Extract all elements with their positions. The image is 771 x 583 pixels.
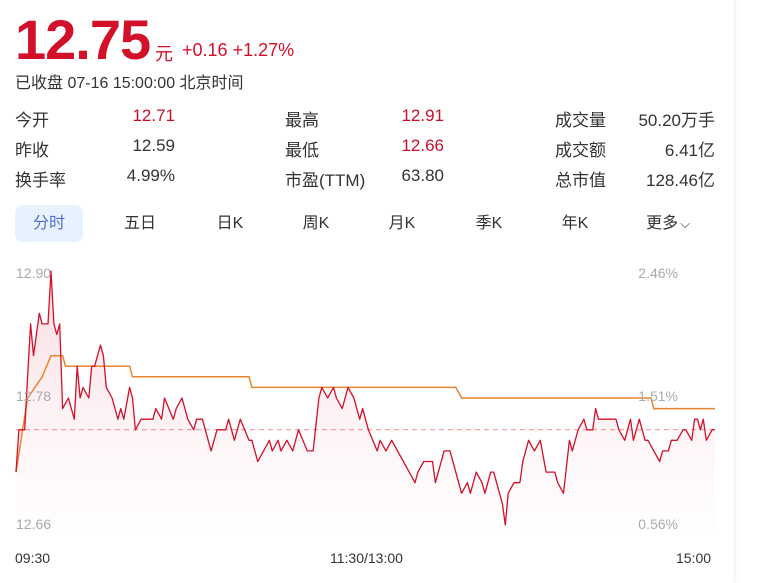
stat-value: 50.20万手 — [638, 111, 715, 130]
stat-label: 成交额 — [555, 141, 606, 160]
stat-label: 换手率 — [15, 171, 66, 190]
tab-7[interactable]: 更多 ⌵ — [633, 205, 703, 242]
change-amount: +0.16 — [182, 40, 228, 60]
quote-card: 12.75 元 +0.16 +1.27% 已收盘 07-16 15:00:00 … — [15, 0, 735, 583]
stat-label: 最高 — [285, 111, 319, 130]
current-price: 12.75 — [15, 8, 151, 71]
stat-label: 市盈(TTM) — [285, 171, 366, 190]
stat-label: 成交量 — [555, 111, 606, 130]
stat-value: 12.66 — [401, 136, 444, 155]
y-left-tick: 12.66 — [16, 516, 52, 532]
tab-label: 五日 — [123, 215, 156, 232]
tab-label: 日K — [216, 215, 244, 232]
market-status: 已收盘 07-16 15:00:00 北京时间 — [15, 75, 244, 92]
tab-label: 季K — [475, 215, 503, 232]
stat-value: 6.41亿 — [664, 141, 715, 160]
average-price-line — [15, 354, 715, 473]
stat-label: 今开 — [15, 111, 49, 130]
tab-2[interactable]: 日K — [195, 205, 265, 242]
chevron-down-icon: ⌵ — [680, 216, 690, 231]
x-tick: 11:30/13:00 — [330, 550, 403, 566]
price-unit: 元 — [155, 44, 173, 64]
price-line — [15, 270, 715, 526]
y-left-tick: 12.78 — [16, 388, 52, 404]
y-left-tick: 12.90 — [16, 265, 52, 281]
stat-value: 12.59 — [132, 136, 175, 155]
y-right-tick: 2.46% — [638, 265, 678, 281]
tab-3[interactable]: 周K — [281, 205, 351, 242]
stat-label: 最低 — [285, 141, 319, 160]
stat-value: 12.71 — [132, 106, 175, 125]
x-tick: 15:00 — [676, 550, 712, 566]
stat-label: 昨收 — [15, 141, 49, 160]
x-tick: 09:30 — [15, 550, 51, 566]
y-right-tick: 1.51% — [638, 388, 678, 404]
stat-label: 总市值 — [555, 171, 606, 190]
tab-0[interactable]: 分时 — [15, 205, 83, 242]
change-percent: +1.27% — [232, 40, 295, 60]
stat-value: 4.99% — [126, 166, 175, 185]
tab-label: 更多 — [646, 215, 679, 232]
tab-1[interactable]: 五日 — [105, 205, 175, 242]
tab-4[interactable]: 月K — [367, 205, 437, 242]
stat-value: 128.46亿 — [646, 171, 715, 190]
price-area-fill — [16, 271, 715, 530]
y-right-tick: 0.56% — [638, 516, 678, 532]
tab-5[interactable]: 季K — [454, 205, 524, 242]
tab-6[interactable]: 年K — [540, 205, 610, 242]
price-change: +0.16 +1.27% — [182, 40, 294, 61]
stat-value: 63.80 — [401, 166, 444, 185]
tab-label: 分时 — [32, 215, 65, 232]
tab-label: 年K — [561, 215, 589, 232]
tab-label: 周K — [302, 215, 330, 232]
stat-value: 12.91 — [401, 106, 444, 125]
tab-label: 月K — [388, 215, 416, 232]
